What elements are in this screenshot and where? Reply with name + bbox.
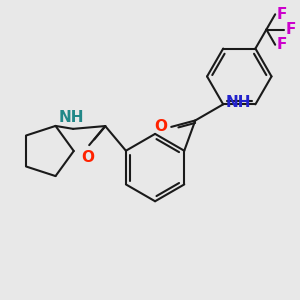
Text: O: O [81,149,94,164]
Text: NH: NH [226,95,251,110]
Text: NH: NH [59,110,84,125]
Text: O: O [155,119,168,134]
Text: F: F [277,37,287,52]
Text: F: F [285,22,296,37]
Text: F: F [277,7,287,22]
